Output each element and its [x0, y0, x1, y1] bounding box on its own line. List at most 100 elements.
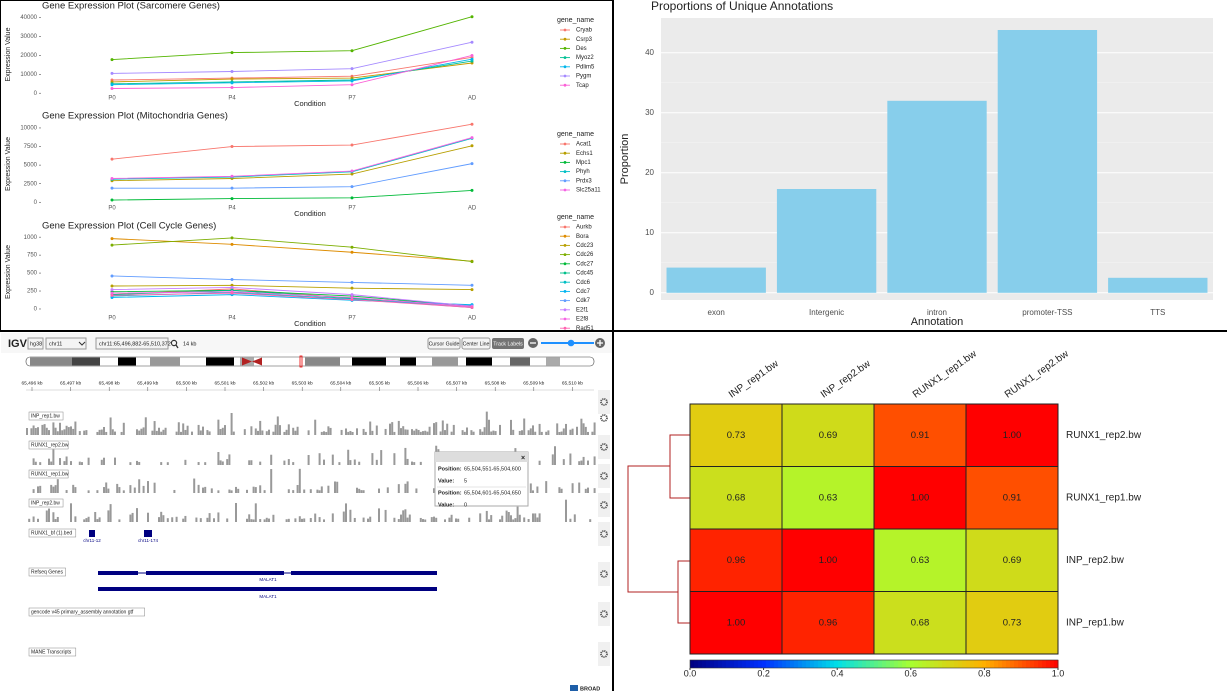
popup-close[interactable]: × [521, 455, 525, 462]
coverage-bar [397, 420, 400, 435]
gene-exon[interactable] [98, 587, 437, 591]
series-line [111, 189, 473, 201]
coverage-bar [221, 461, 224, 465]
legend-key [563, 37, 567, 41]
gene-exon[interactable] [98, 571, 138, 575]
coverage-bar [111, 429, 114, 435]
coverage-bar [67, 427, 70, 435]
bed-feature[interactable] [144, 530, 152, 537]
coverage-bar [400, 428, 402, 435]
track-gear[interactable] [600, 610, 608, 618]
y-tick-label: 7500 [24, 144, 38, 150]
coverage-bar [534, 513, 537, 522]
gene-exon[interactable] [146, 571, 284, 575]
coverage-bar [347, 431, 350, 435]
track-gear[interactable] [600, 570, 608, 578]
colorbar-step [894, 660, 899, 668]
legend-key [563, 83, 567, 87]
coverage-bar [479, 429, 482, 435]
genome-box[interactable] [27, 337, 44, 350]
x-tick-label: AD [468, 96, 477, 102]
coverage-bar [213, 518, 215, 522]
feature-label: chr11-12 [83, 538, 101, 543]
colorbar-step [758, 660, 763, 668]
legend-label: Prdx3 [576, 178, 592, 184]
coverage-bar [578, 461, 581, 465]
chromosome-select[interactable] [45, 337, 87, 350]
coverage-bar [507, 512, 510, 522]
chart-title: Proportions of Unique Annotations [651, 0, 833, 13]
coverage-bar [232, 431, 235, 435]
colorbar-step [814, 660, 819, 668]
legend-label: Aurkb [576, 225, 592, 231]
coverage-bar [303, 489, 306, 493]
coverage-bar [527, 430, 530, 435]
coverage-bar [283, 460, 286, 465]
coverage-bar [252, 519, 255, 522]
locus-input[interactable] [95, 337, 169, 350]
colorbar-step [734, 660, 739, 668]
cell-label: 0.63 [911, 555, 930, 566]
coverage-bar [283, 431, 286, 435]
coverage-bar [353, 459, 356, 465]
coverage-bar [444, 430, 446, 435]
chart-title: Gene Expression Plot (Cell Cycle Genes) [42, 221, 216, 232]
track-gear[interactable] [600, 472, 608, 480]
point [470, 188, 474, 192]
colorbar-step [858, 660, 863, 668]
coverage-bar [316, 489, 319, 493]
coverage-bar [87, 490, 90, 493]
legend-label: Cdc27 [576, 261, 594, 267]
colorbar-step [946, 660, 951, 668]
coverage-bar [481, 431, 484, 435]
track-gear[interactable] [600, 501, 608, 509]
coverage-bar [393, 517, 396, 522]
coverage-bar [259, 485, 262, 493]
colorbar-step [1050, 660, 1055, 668]
legend-label: Slc25a11 [576, 188, 601, 194]
point [470, 288, 474, 292]
coverage-bar [217, 512, 220, 522]
zoom-handle[interactable] [567, 339, 575, 347]
colorbar-step [706, 660, 711, 668]
cursor-guide-button[interactable] [427, 337, 461, 350]
coverage-bar [371, 453, 374, 465]
ruler: 65,496 kb 65,497 kb 65,498 kb 65,499 kb 65,5… [21, 380, 583, 391]
colorbar-step [762, 660, 767, 668]
coverage-bar [228, 489, 231, 493]
track-gear[interactable] [600, 398, 608, 406]
coverage-bar [349, 509, 352, 522]
bed-feature[interactable] [89, 530, 95, 537]
colorbar-tick-label: 1.0 [1052, 668, 1065, 678]
track-gear[interactable] [600, 650, 608, 658]
coverage-bar [384, 428, 387, 435]
colorbar-step [954, 660, 959, 668]
track-gear[interactable] [600, 443, 608, 451]
center-line-button[interactable] [461, 337, 491, 350]
chart-title: Gene Expression Plot (Mitochondria Genes… [42, 111, 228, 122]
point [110, 284, 114, 288]
search-icon[interactable] [170, 339, 178, 347]
point [230, 242, 234, 246]
coverage-bar [70, 461, 72, 465]
coverage-bar [65, 456, 68, 465]
coverage-bar [63, 429, 66, 435]
coverage-bar [184, 515, 187, 522]
coverage-bar [402, 426, 405, 435]
y-axis-label: Expression Value [5, 245, 12, 299]
track-gear[interactable] [600, 530, 608, 538]
gene-exon[interactable] [291, 571, 437, 575]
coverage-bar [518, 514, 521, 522]
coverage-bar [279, 425, 281, 435]
coverage-bar [217, 452, 220, 465]
gene-label: MALAT1 [259, 577, 277, 582]
legend-key [563, 47, 567, 50]
coverage-bar [202, 487, 204, 493]
coverage-bar [334, 481, 336, 493]
track-labels-button[interactable] [492, 338, 524, 349]
coverage-bar [160, 431, 163, 435]
coverage-bar [219, 429, 222, 435]
coverage-bar [320, 486, 323, 493]
point [110, 198, 114, 202]
point [110, 291, 114, 295]
